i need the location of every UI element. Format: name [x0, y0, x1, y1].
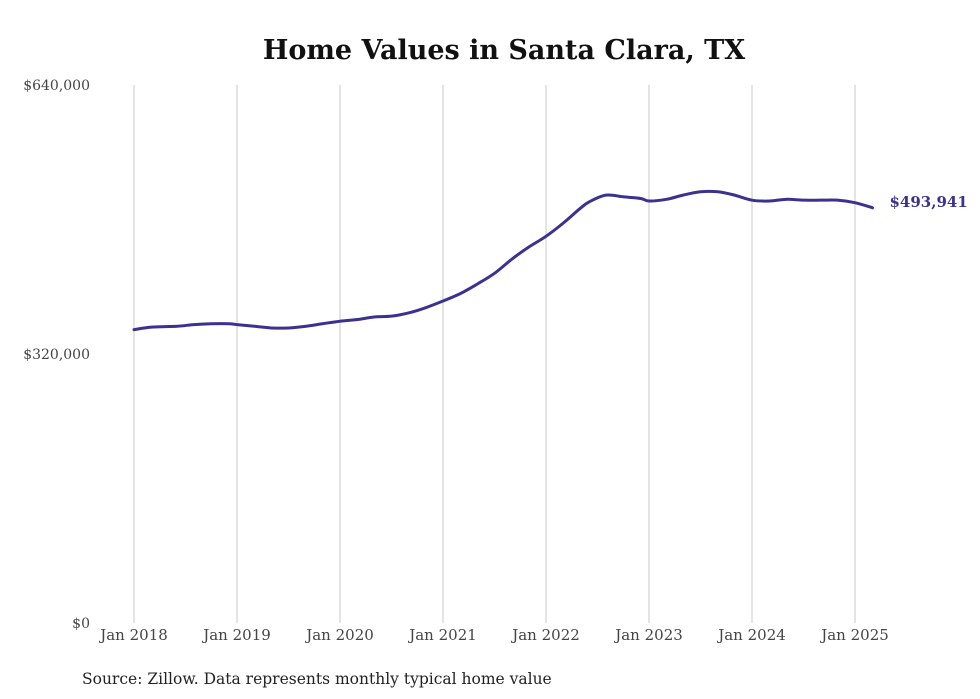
y-tick-label: $320,000 [23, 347, 90, 363]
y-tick-label: $0 [72, 616, 90, 632]
vertical-gridlines [133, 85, 856, 623]
x-tick-label: Jan 2020 [304, 626, 374, 644]
end-value-label: $493,941 [890, 193, 968, 211]
y-tick-label: $640,000 [23, 78, 90, 94]
x-tick-label: Jan 2019 [201, 626, 271, 644]
y-axis-ticks: $0 $320,000 $640,000 [23, 78, 90, 632]
series-group: $493,941 [132, 189, 968, 332]
x-tick-label: Jan 2023 [613, 626, 683, 644]
source-note: Source: Zillow. Data represents monthly … [82, 670, 552, 688]
x-tick-label: Jan 2025 [819, 626, 889, 644]
x-tick-label: Jan 2018 [98, 626, 168, 644]
x-tick-label: Jan 2021 [407, 626, 477, 644]
x-tick-label: Jan 2024 [716, 626, 786, 644]
series-line [132, 189, 875, 332]
x-axis-ticks: Jan 2018 Jan 2019 Jan 2020 Jan 2021 Jan 2022… [98, 626, 889, 644]
x-tick-label: Jan 2022 [510, 626, 580, 644]
chart-title: Home Values in Santa Clara, TX [263, 35, 745, 66]
